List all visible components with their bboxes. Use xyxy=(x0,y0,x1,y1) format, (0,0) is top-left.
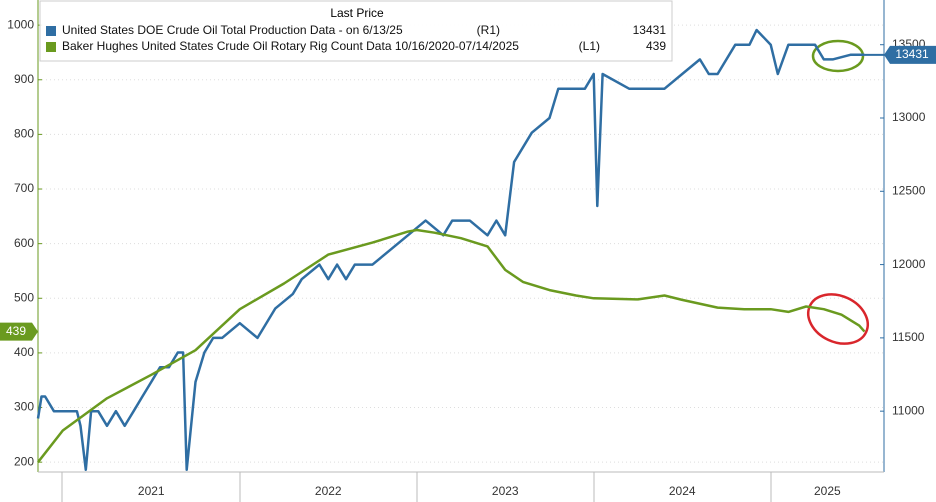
y-tick-label: 700 xyxy=(14,181,34,195)
y-tick-label: 600 xyxy=(14,236,34,250)
legend-title: Last Price xyxy=(330,6,384,20)
legend-value: 439 xyxy=(646,39,666,53)
legend-value: 13431 xyxy=(633,23,667,37)
y2-tick-label: 12000 xyxy=(892,257,926,271)
y-tick-label: 400 xyxy=(14,345,34,359)
x-tick-label: 2023 xyxy=(492,484,519,498)
y-tick-label: 200 xyxy=(14,454,34,468)
y-tick-label: 300 xyxy=(14,400,34,414)
legend-label: United States DOE Crude Oil Total Produc… xyxy=(62,23,403,37)
x-tick-label: 2025 xyxy=(814,484,841,498)
x-tick-label: 2021 xyxy=(138,484,165,498)
legend: Last Price United States DOE Crude Oil T… xyxy=(39,0,673,62)
y2-tick-label: 11500 xyxy=(892,330,925,344)
y2-tick-label: 11000 xyxy=(892,403,925,417)
y-tick-label: 900 xyxy=(14,72,34,86)
y-tick-label: 500 xyxy=(14,290,34,304)
series-line xyxy=(37,228,866,463)
last-price-tag xyxy=(884,45,936,64)
legend-swatch xyxy=(46,26,56,36)
legend-axis-note: (R1) xyxy=(477,23,500,37)
last-price-label: 13431 xyxy=(895,47,929,61)
last-price-label: 439 xyxy=(6,324,26,338)
y2-tick-label: 13000 xyxy=(892,110,926,124)
series-line xyxy=(36,28,865,472)
last-price-tag xyxy=(0,322,38,341)
legend-axis-note: (L1) xyxy=(579,39,600,53)
legend-box xyxy=(39,0,673,62)
y-tick-label: 800 xyxy=(14,127,34,141)
legend-swatch xyxy=(46,42,56,52)
x-tick-label: 2024 xyxy=(669,484,696,498)
y-tick-label: 1000 xyxy=(7,17,34,31)
y2-tick-label: 12500 xyxy=(892,183,926,197)
x-tick-label: 2022 xyxy=(315,484,342,498)
legend-label: Baker Hughes United States Crude Oil Rot… xyxy=(62,39,519,53)
